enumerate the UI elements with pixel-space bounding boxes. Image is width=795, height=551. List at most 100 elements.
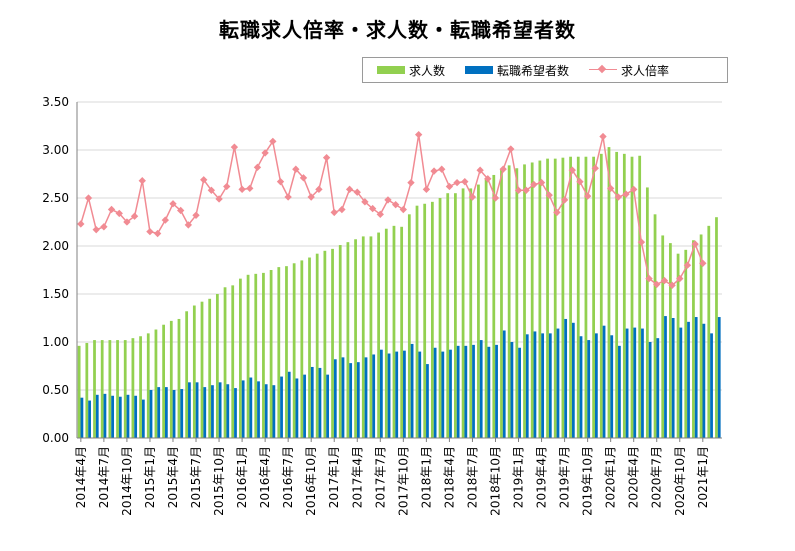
point-ratio	[645, 274, 653, 283]
bar-job-openings	[500, 169, 503, 438]
bar-job-openings	[277, 267, 281, 438]
x-tick-label: 2019年4月	[535, 446, 549, 508]
x-tick-label: 2016年1月	[235, 446, 249, 508]
point-ratio	[660, 276, 669, 285]
bar-job-openings	[93, 340, 96, 438]
bar-job-openings	[438, 198, 442, 438]
x-tick-label: 2015年1月	[143, 446, 157, 508]
bar-job-openings	[254, 273, 258, 438]
y-tick-label: 0.00	[42, 431, 69, 445]
bar-job-openings	[584, 156, 588, 438]
y-tick-label: 1.50	[42, 287, 69, 301]
bar-job-seekers	[702, 323, 706, 438]
bar-job-openings	[607, 147, 611, 438]
bar-job-openings	[262, 272, 265, 438]
legend-item-ratio: 求人倍率	[589, 62, 669, 79]
bar-job-openings	[645, 187, 649, 438]
bar-job-seekers	[518, 347, 521, 438]
bar-job-seekers	[648, 342, 652, 438]
bar-job-openings	[592, 156, 595, 438]
point-ratio	[200, 176, 208, 184]
point-ratio	[530, 180, 538, 189]
bar-job-openings	[715, 217, 718, 438]
bar-job-openings	[308, 257, 311, 438]
bar-job-seekers	[717, 317, 721, 438]
x-tick-label: 2018年7月	[465, 446, 479, 508]
bar-job-seekers	[379, 349, 383, 438]
point-ratio	[576, 178, 584, 186]
bar-job-seekers	[472, 344, 475, 438]
bar-job-openings	[484, 178, 488, 439]
bar-job-seekers	[656, 338, 660, 438]
bar-job-seekers	[679, 327, 683, 438]
bar-job-openings	[331, 248, 334, 438]
bar-job-openings	[131, 338, 135, 438]
bar-job-seekers	[556, 328, 560, 438]
bar-job-seekers	[449, 349, 452, 438]
x-tick-label: 2018年1月	[419, 446, 433, 508]
bar-job-seekers	[579, 336, 583, 438]
bar-job-seekers	[372, 354, 376, 438]
point-ratio	[307, 193, 315, 201]
bar-job-seekers	[694, 317, 698, 438]
bar-job-openings	[392, 225, 396, 438]
bar-job-seekers	[664, 316, 667, 438]
bar-job-openings	[446, 193, 450, 438]
bar-job-openings	[707, 225, 711, 438]
chart-title: 転職求人倍率・求人数・転職希望者数	[219, 18, 576, 42]
y-tick-label: 2.50	[42, 191, 69, 205]
bar-job-openings	[200, 301, 204, 438]
bar-job-openings	[546, 158, 549, 438]
bar-job-openings	[285, 266, 288, 438]
x-tick-label: 2020年1月	[604, 446, 618, 508]
bar-job-openings	[569, 156, 572, 438]
y-tick-label: 2.00	[42, 239, 69, 253]
y-tick-label: 3.50	[42, 95, 69, 109]
bar-job-seekers	[303, 374, 306, 438]
bar-job-seekers	[95, 394, 99, 438]
point-ratio	[223, 182, 231, 191]
bar-job-seekers	[671, 318, 675, 438]
bar-job-seekers	[510, 342, 514, 438]
bar-job-openings	[407, 214, 411, 438]
x-tick-label: 2016年10月	[304, 446, 318, 516]
legend-swatch-job-openings	[377, 66, 405, 74]
bar-job-seekers	[633, 327, 637, 438]
bar-job-seekers	[195, 382, 199, 438]
bar-job-openings	[415, 205, 419, 438]
bar-job-openings	[215, 294, 219, 438]
bar-job-openings	[169, 320, 173, 438]
bar-job-openings	[246, 274, 250, 438]
bar-job-seekers	[272, 385, 276, 438]
bar-job-seekers	[326, 374, 330, 438]
point-ratio	[676, 274, 684, 283]
bar-job-seekers	[356, 362, 360, 438]
bar-job-seekers	[318, 367, 322, 438]
point-ratio	[92, 226, 100, 234]
bar-job-openings	[239, 278, 242, 438]
x-tick-label: 2014年4月	[74, 446, 88, 508]
point-ratio	[453, 178, 461, 187]
bar-job-openings	[354, 239, 357, 438]
point-ratio	[146, 227, 154, 236]
legend-item-job-openings: 求人数	[377, 62, 445, 79]
point-ratio	[668, 281, 676, 290]
bar-job-seekers	[395, 351, 399, 438]
bar-job-seekers	[364, 357, 368, 438]
bar-job-openings	[315, 253, 319, 438]
bar-job-seekers	[226, 384, 230, 438]
bar-job-openings	[77, 345, 81, 438]
bar-job-seekers	[625, 328, 629, 438]
bar-job-openings	[507, 165, 511, 439]
bar-job-seekers	[426, 364, 429, 438]
bar-job-openings	[269, 270, 273, 438]
line-ratio	[80, 134, 704, 287]
x-tick-label: 2019年7月	[558, 446, 572, 508]
bar-job-seekers	[525, 334, 529, 438]
point-ratio	[476, 166, 484, 174]
bar-job-seekers	[564, 318, 568, 438]
bar-job-seekers	[418, 351, 422, 438]
bar-job-openings	[661, 235, 665, 438]
bar-job-openings	[361, 236, 365, 438]
bar-job-seekers	[80, 397, 84, 438]
